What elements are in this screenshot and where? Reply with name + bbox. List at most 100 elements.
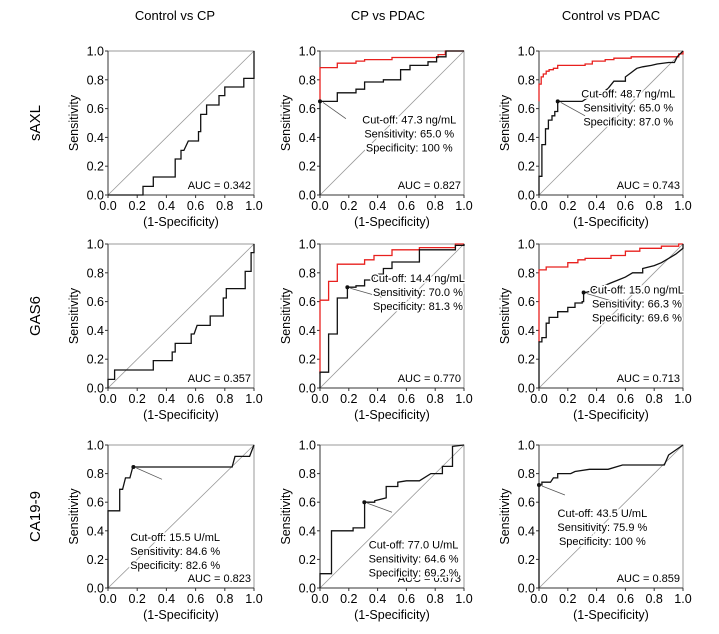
cutoff-point [555, 99, 560, 104]
x-tick-label: 1.0 [674, 592, 691, 606]
roc-curve [319, 244, 465, 388]
y-tick-label: 0.0 [87, 582, 104, 596]
cutoff-annotation: Sensitivity: 84.6 % [130, 546, 220, 558]
x-tick-label: 0.2 [559, 392, 576, 406]
y-tick-label: 0.6 [299, 496, 316, 510]
x-tick-label: 0.0 [99, 392, 116, 406]
y-tick-label: 0.8 [87, 467, 104, 481]
x-tick-label: 0.0 [311, 392, 328, 406]
x-tick-label: 0.4 [588, 199, 605, 213]
x-tick-label: 0.2 [129, 392, 146, 406]
auc-label: AUC = 0.743 [617, 180, 680, 192]
cutoff-annotation: Specificity: 69.6 % [592, 312, 682, 324]
x-tick-label: 0.2 [340, 592, 357, 606]
x-tick-label: 0.6 [187, 392, 204, 406]
y-tick-label: 0.6 [518, 496, 535, 510]
x-tick-label: 0.6 [187, 199, 204, 213]
auc-label: AUC = 0.357 [188, 373, 251, 385]
y-tick-label: 1.0 [518, 439, 535, 453]
y-axis-label: Sensitivity [279, 287, 293, 344]
y-tick-label: 0.6 [299, 295, 316, 309]
roc-curve-combined [538, 51, 684, 102]
cutoff-point [362, 500, 367, 505]
y-tick-label: 0.4 [518, 324, 535, 338]
cutoff-annotation: Cut-off: 43.5 U/mL [558, 508, 648, 520]
cutoff-annotation: Specificity: 69.2 % [369, 567, 459, 579]
auc-label: AUC = 0.713 [617, 373, 680, 385]
reference-diagonal [538, 50, 684, 196]
x-tick-label: 1.0 [674, 199, 691, 213]
row-label: CA19-9 [27, 491, 44, 542]
y-tick-label: 0.6 [299, 102, 316, 116]
y-tick-label: 0.2 [299, 160, 316, 174]
y-tick-label: 0.2 [518, 353, 535, 367]
y-tick-label: 0.0 [299, 582, 316, 596]
cutoff-annotation: Sensitivity: 64.6 % [369, 553, 459, 565]
y-tick-label: 0.4 [299, 131, 316, 145]
y-tick-label: 0.4 [299, 324, 316, 338]
y-axis-label: Sensitivity [498, 94, 512, 151]
y-tick-label: 0.2 [87, 160, 104, 174]
reference-diagonal [319, 50, 465, 196]
y-axis-label: Sensitivity [67, 488, 81, 545]
x-tick-label: 0.4 [588, 392, 605, 406]
x-tick-label: 0.6 [187, 592, 204, 606]
x-tick-label: 0.4 [588, 592, 605, 606]
y-tick-label: 0.8 [87, 73, 104, 87]
x-axis-label: (1-Specificity) [143, 215, 219, 229]
cutoff-annotation: Sensitivity: 70.0 % [373, 287, 463, 299]
y-tick-label: 0.0 [518, 189, 535, 203]
y-tick-label: 1.0 [299, 439, 316, 453]
y-tick-label: 1.0 [87, 45, 104, 59]
x-tick-label: 0.0 [530, 592, 547, 606]
roc-curve-combined [319, 50, 464, 102]
x-axis-label: (1-Specificity) [354, 408, 430, 422]
cutoff-leader-line [541, 485, 566, 496]
x-tick-label: 0.4 [369, 392, 386, 406]
x-tick-label: 0.8 [646, 199, 663, 213]
y-axis-label: Sensitivity [279, 94, 293, 151]
x-axis-label: (1-Specificity) [573, 608, 649, 622]
cutoff-annotation: Sensitivity: 65.0 % [583, 102, 673, 114]
x-tick-label: 0.6 [398, 199, 415, 213]
reference-diagonal [107, 444, 255, 589]
cutoff-point [318, 99, 322, 104]
x-tick-label: 1.0 [455, 592, 472, 606]
y-tick-label: 0.0 [299, 382, 316, 396]
cutoff-point [581, 290, 586, 295]
x-tick-label: 0.8 [427, 199, 444, 213]
x-tick-label: 0.0 [99, 592, 116, 606]
x-tick-label: 0.8 [216, 592, 233, 606]
roc-curve-combined [319, 243, 464, 374]
y-tick-label: 0.8 [299, 467, 316, 481]
x-tick-label: 0.6 [398, 392, 415, 406]
x-tick-label: 0.2 [559, 199, 576, 213]
y-tick-label: 0.6 [87, 496, 104, 510]
y-tick-label: 0.4 [299, 524, 316, 538]
auc-label: AUC = 0.342 [188, 180, 251, 192]
reference-diagonal [319, 444, 465, 589]
column-title: CP vs PDAC [351, 8, 425, 23]
y-tick-label: 0.4 [518, 131, 535, 145]
roc-curve [538, 244, 684, 388]
cutoff-annotation: Cut-off: 47.3 ng/mL [362, 114, 456, 126]
x-tick-label: 0.0 [99, 199, 116, 213]
x-axis-label: (1-Specificity) [573, 408, 649, 422]
x-tick-label: 0.2 [559, 592, 576, 606]
x-tick-label: 0.6 [617, 592, 634, 606]
cutoff-leader-line [350, 287, 383, 298]
row-label: sAXL [27, 105, 44, 141]
cutoff-annotation: Specificity: 100 % [366, 142, 453, 154]
x-tick-label: 1.0 [674, 392, 691, 406]
x-tick-label: 0.6 [617, 199, 634, 213]
cutoff-leader-line [560, 102, 586, 117]
cutoff-annotation: Cut-off: 48.7 ng/mL [581, 88, 675, 100]
x-tick-label: 0.8 [427, 392, 444, 406]
x-tick-label: 0.4 [158, 392, 175, 406]
x-tick-label: 0.2 [129, 592, 146, 606]
x-tick-label: 0.2 [129, 199, 146, 213]
x-tick-label: 0.6 [398, 592, 415, 606]
x-tick-label: 0.4 [158, 199, 175, 213]
cutoff-annotation: Specificity: 87.0 % [583, 116, 673, 128]
roc-curve [319, 444, 465, 588]
